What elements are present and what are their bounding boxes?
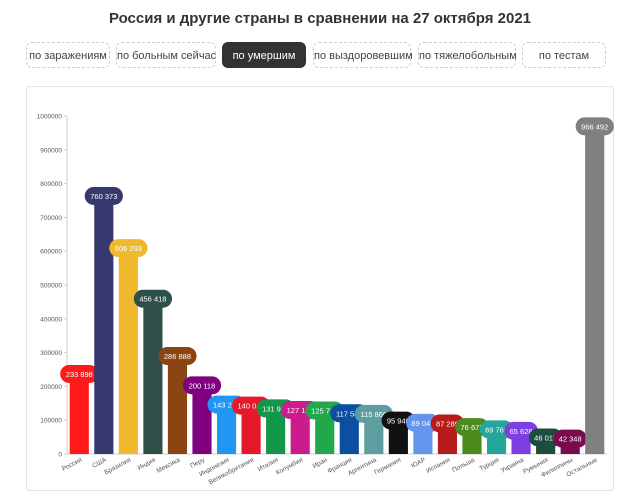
y-tick-label: 600000 — [40, 249, 62, 256]
bar[interactable] — [290, 411, 310, 454]
data-label: 89 049 — [411, 419, 434, 428]
bar-chart: 0 100000 200000 300000 400000 500000 600000 700… — [37, 114, 614, 486]
y-tick-label: 300000 — [40, 350, 62, 357]
bar[interactable] — [167, 357, 188, 454]
data-label: 87 289 — [436, 419, 459, 428]
x-tick-label: Бразилия — [103, 456, 132, 476]
data-label: 606 293 — [115, 244, 142, 253]
data-label: 115 866 — [361, 410, 388, 419]
value-pill — [158, 347, 197, 366]
tab-recovered[interactable]: по выздоровевшим — [313, 42, 413, 68]
data-label: 233 898 — [66, 370, 93, 379]
y-tick-label: 0 — [58, 452, 62, 459]
tab-deaths[interactable]: по умершим — [222, 42, 306, 68]
y-tick-label: 900000 — [40, 147, 62, 154]
data-label: 95 940 — [387, 417, 410, 426]
data-label: 127 133 — [287, 406, 314, 415]
y-tick-label: 1000000 — [37, 114, 63, 121]
value-pill — [575, 117, 614, 136]
y-tick-label: 200000 — [40, 384, 62, 391]
bar[interactable] — [388, 421, 408, 454]
value-pill — [133, 289, 173, 308]
bar[interactable] — [241, 406, 261, 454]
metric-tabs: по заражениям по больным сейчас по умерш… — [26, 42, 616, 70]
x-tick-label: Россия — [61, 456, 84, 472]
tab-infections[interactable]: по заражениям — [26, 42, 110, 68]
bar[interactable] — [118, 249, 138, 454]
value-pill — [406, 413, 440, 432]
tab-active-cases[interactable]: по больным сейчас — [116, 42, 216, 68]
value-pill — [109, 239, 148, 258]
y-tick-label: 100000 — [40, 418, 62, 425]
data-label: 125 716 — [311, 407, 338, 416]
x-tick-label: Колумбия — [274, 455, 304, 476]
x-tick-label: Аргентина — [347, 456, 378, 477]
data-label: 286 888 — [164, 352, 191, 361]
value-pill — [84, 186, 123, 205]
page-title: Россия и другие страны в сравнении на 27… — [108, 10, 532, 27]
tab-tests[interactable]: по тестам — [522, 42, 606, 68]
x-tick-label: Испания — [425, 456, 451, 475]
bar[interactable] — [266, 409, 286, 454]
data-label: 69 769 — [485, 425, 508, 434]
x-tick-label: ЮАР — [410, 457, 427, 470]
data-label: 140 041 — [238, 402, 265, 411]
data-label: 131 954 — [262, 404, 289, 413]
y-tick-label: 500000 — [40, 283, 62, 290]
x-tick-label: Польша — [451, 456, 476, 474]
data-label: 200 118 — [189, 381, 216, 390]
x-tick-label: США — [91, 456, 108, 470]
data-label: 46 015 — [534, 433, 557, 442]
bar[interactable] — [315, 411, 335, 454]
data-label: 456 418 — [139, 295, 166, 304]
bar[interactable] — [69, 374, 89, 454]
data-label: 65 628 — [510, 427, 533, 436]
x-tick-label: Индия — [137, 456, 158, 471]
value-pill — [182, 376, 222, 395]
x-tick-label: Мексика — [156, 456, 182, 474]
data-label: 117 589 — [336, 409, 363, 418]
data-label: 143 299 — [213, 401, 240, 410]
x-tick-label: Украина — [500, 456, 525, 474]
y-tick-label: 800000 — [40, 181, 62, 188]
tab-critical[interactable]: по тяжелобольным — [418, 42, 517, 68]
bar[interactable] — [94, 196, 114, 454]
value-pill — [60, 364, 99, 383]
bar[interactable] — [585, 127, 605, 455]
value-pill — [553, 429, 587, 448]
bar[interactable] — [339, 414, 359, 454]
bar[interactable] — [364, 414, 384, 454]
x-tick-label: Германия — [373, 456, 402, 476]
y-tick-label: 700000 — [40, 215, 62, 222]
data-label: 42 348 — [559, 435, 582, 444]
x-tick-label: Турция — [478, 456, 500, 472]
data-label: 966 492 — [581, 122, 608, 131]
bar[interactable] — [216, 405, 237, 454]
chart-card: 0 100000 200000 300000 400000 500000 600000 700… — [26, 86, 614, 491]
data-label: 76 672 — [461, 423, 484, 432]
y-tick-label: 400000 — [40, 316, 62, 323]
bar[interactable] — [192, 386, 212, 454]
bar[interactable] — [143, 299, 163, 454]
data-label: 760 373 — [90, 192, 117, 201]
